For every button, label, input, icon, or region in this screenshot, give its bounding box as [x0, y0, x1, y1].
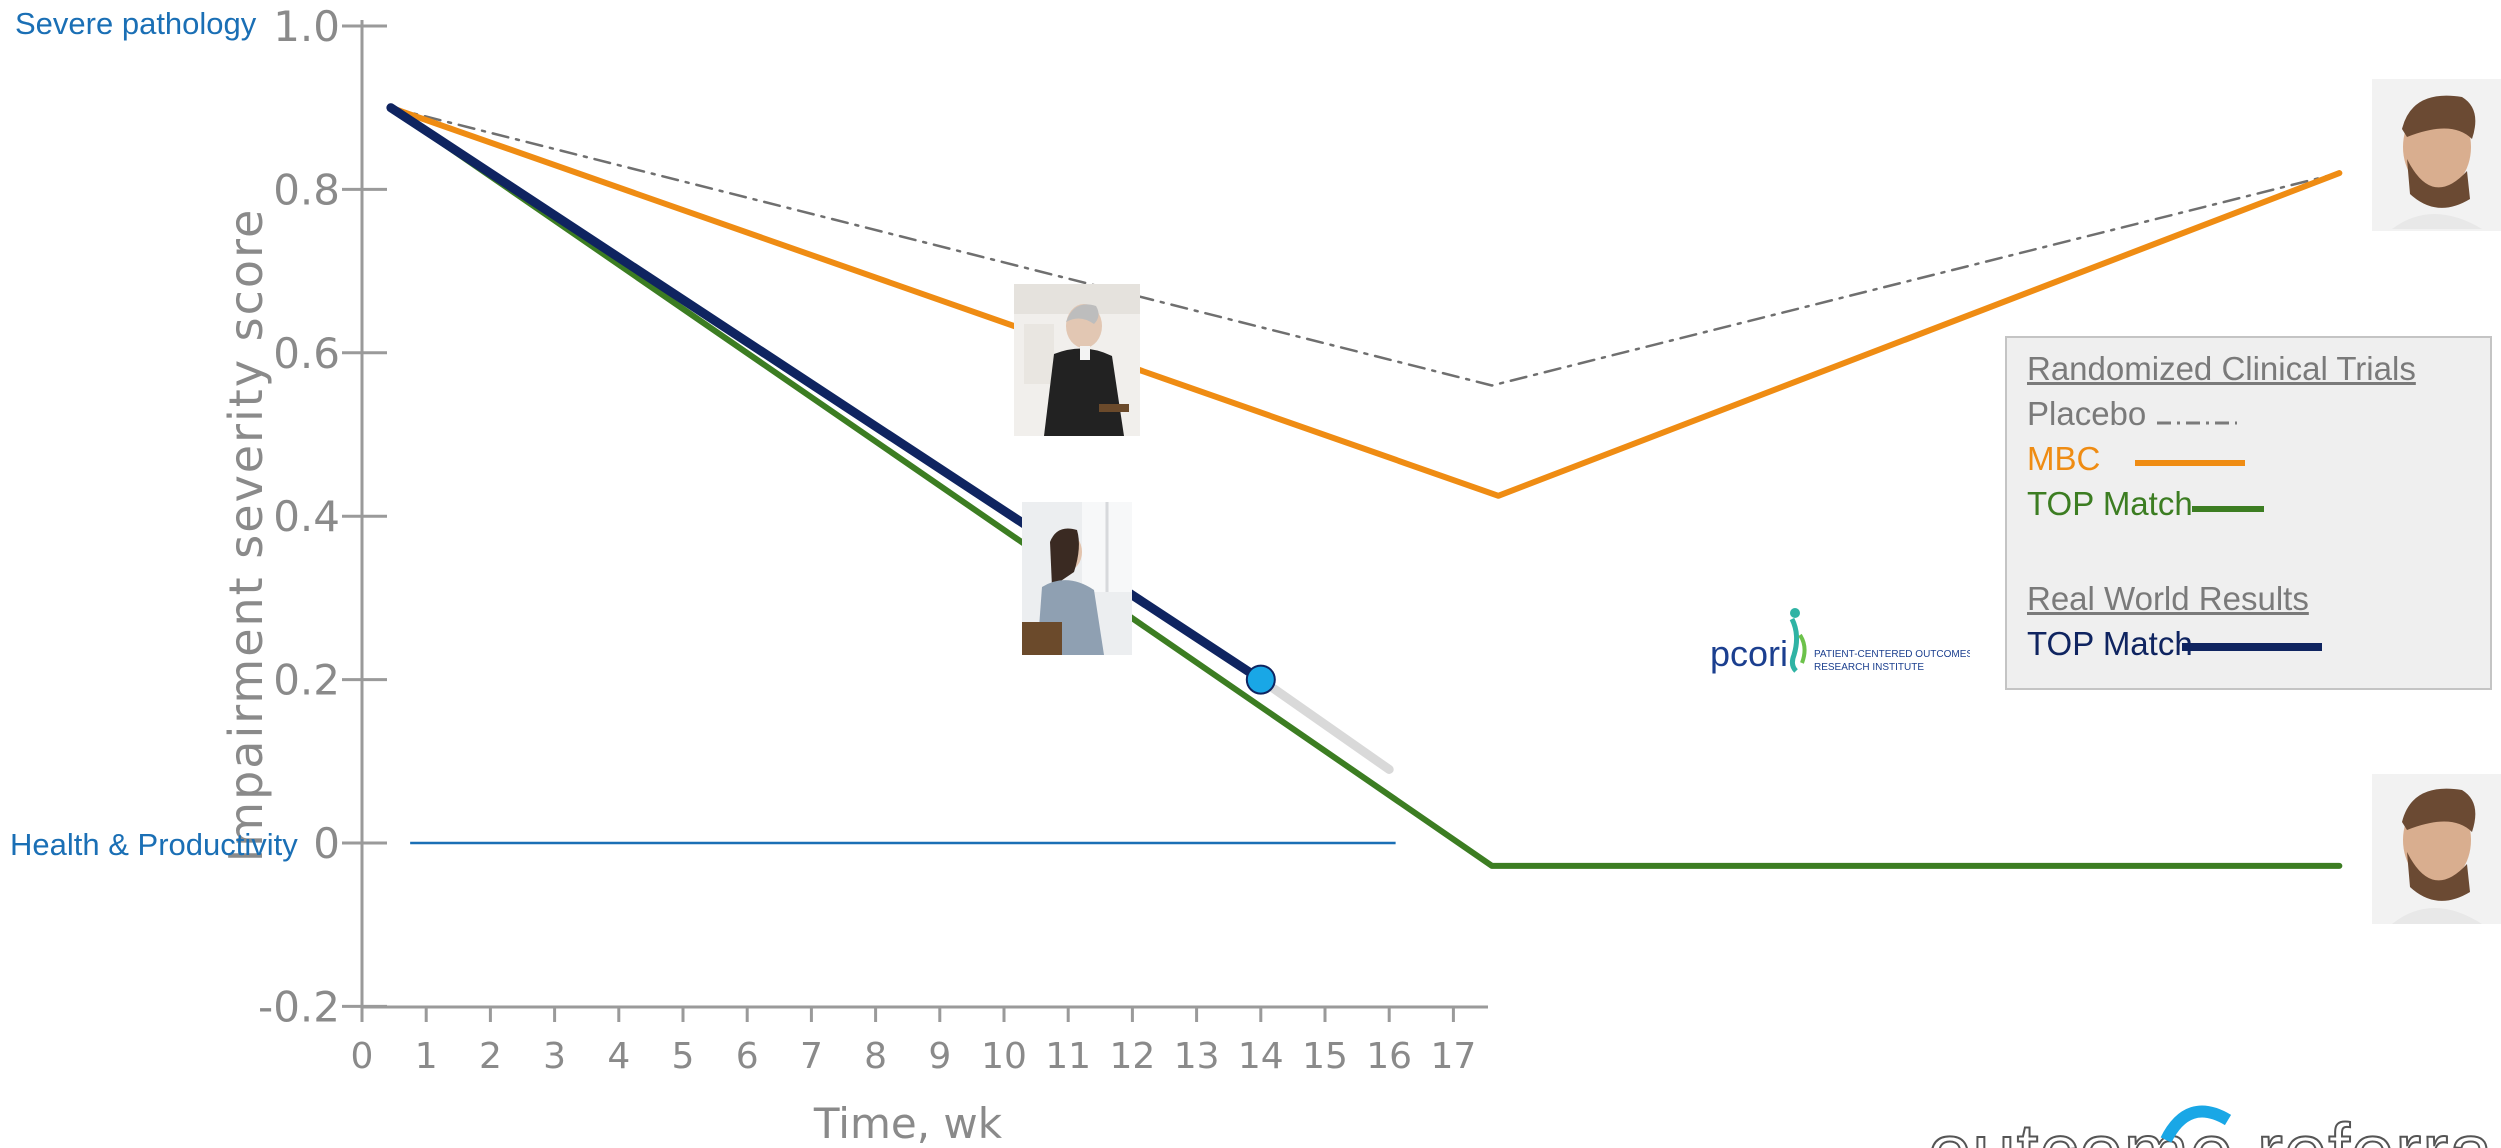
legend-heading-rct: Randomized Clinical Trials [2027, 350, 2416, 387]
y-tick-label: 0 [313, 819, 340, 868]
photo-older-woman [1014, 284, 1140, 436]
y-tick-label: 0.6 [273, 329, 340, 378]
pcori-tagline-line1: PATIENT-CENTERED OUTCOMES [1814, 649, 1970, 660]
legend-item-top-match-real-world: TOP Match [2027, 625, 2193, 663]
young-woman-image [1022, 502, 1132, 655]
x-tick-label: 10 [981, 1036, 1027, 1077]
y-axis-title: Impairment severity score [219, 208, 273, 863]
series-line-top-match-rct [387, 104, 2343, 869]
legend-label-placebo: Placebo [2027, 395, 2147, 432]
x-tick-label: 3 [543, 1036, 566, 1077]
x-tick-label: 12 [1109, 1036, 1155, 1077]
x-tick-label: 11 [1045, 1036, 1091, 1077]
legend-label-top-match-rct: TOP Match [2027, 485, 2193, 522]
x-tick-label: 15 [1302, 1036, 1348, 1077]
legend-swatch-top-match-rct [2192, 506, 2264, 512]
man-image [2372, 79, 2501, 231]
severe-pathology-label: Severe pathology [15, 6, 257, 41]
x-tick-label: 0 [351, 1036, 374, 1077]
health-productivity-label: Health & Productivity [10, 827, 298, 862]
x-tick-label: 1 [415, 1036, 438, 1077]
series-line-projection [1256, 675, 1394, 774]
y-tick-label: 0.8 [273, 165, 340, 214]
pcori-logo: pcori PATIENT-CENTERED OUTCOMES RESEARCH… [1710, 607, 1973, 679]
x-tick-label: 17 [1430, 1036, 1476, 1077]
x-tick-label: 4 [607, 1036, 630, 1077]
x-tick-label: 6 [736, 1036, 759, 1077]
y-axis-ticks: 1.0 0.8 0.6 0.4 0.2 0 -0.2 [258, 2, 387, 1031]
legend-item-mbc: MBC [2027, 440, 2100, 478]
current-point-marker [1245, 664, 1276, 695]
photo-man-top [2372, 79, 2501, 231]
y-tick-label: -0.2 [258, 982, 340, 1031]
x-tick-label: 7 [800, 1036, 823, 1077]
y-tick-label: 0.2 [273, 656, 340, 705]
x-axis-title: Time, wk [813, 1099, 1003, 1148]
x-tick-label: 2 [479, 1036, 502, 1077]
x-tick-label: 8 [864, 1036, 887, 1077]
outcome-referrals-logo: outcome referrals [1928, 1090, 2488, 1148]
x-tick-label: 16 [1366, 1036, 1412, 1077]
series-line-mbc [387, 104, 2343, 499]
older-woman-image [1014, 284, 1140, 436]
legend-heading-real-world: Real World Results [2027, 580, 2309, 617]
x-axis-ticks: 0 1 2 3 4 5 6 7 8 9 10 11 12 13 14 15 16 17 [351, 1007, 1476, 1077]
pcori-tagline-line2: RESEARCH INSTITUTE [1814, 662, 1924, 673]
photo-young-woman [1022, 502, 1132, 655]
man-image [2372, 774, 2501, 924]
photo-man-bottom [2372, 774, 2501, 924]
series-line-placebo [389, 106, 2341, 387]
legend: Randomized Clinical Trials Placebo MBC T… [2005, 336, 2492, 690]
pcori-wordmark: pcori [1710, 633, 1788, 674]
legend-swatch-top-match-real-world [2182, 643, 2322, 651]
y-tick-label: 0.4 [273, 492, 340, 541]
x-tick-label: 5 [672, 1036, 695, 1077]
legend-item-placebo: Placebo [2027, 395, 2146, 433]
legend-swatch-placebo [2157, 421, 2237, 425]
x-tick-label: 9 [928, 1036, 951, 1077]
y-tick-label: 1.0 [273, 2, 340, 51]
legend-label-top-match-real-world: TOP Match [2027, 625, 2193, 662]
legend-label-mbc: MBC [2027, 440, 2101, 477]
legend-swatch-mbc [2135, 460, 2245, 466]
legend-item-top-match-rct: TOP Match [2027, 485, 2193, 523]
x-tick-label: 14 [1238, 1036, 1284, 1077]
x-tick-label: 13 [1174, 1036, 1220, 1077]
pcori-logo-graphic: pcori PATIENT-CENTERED OUTCOMES RESEARCH… [1710, 608, 1973, 674]
outcome-referrals-logo-graphic: outcome referrals [1928, 1105, 2488, 1148]
